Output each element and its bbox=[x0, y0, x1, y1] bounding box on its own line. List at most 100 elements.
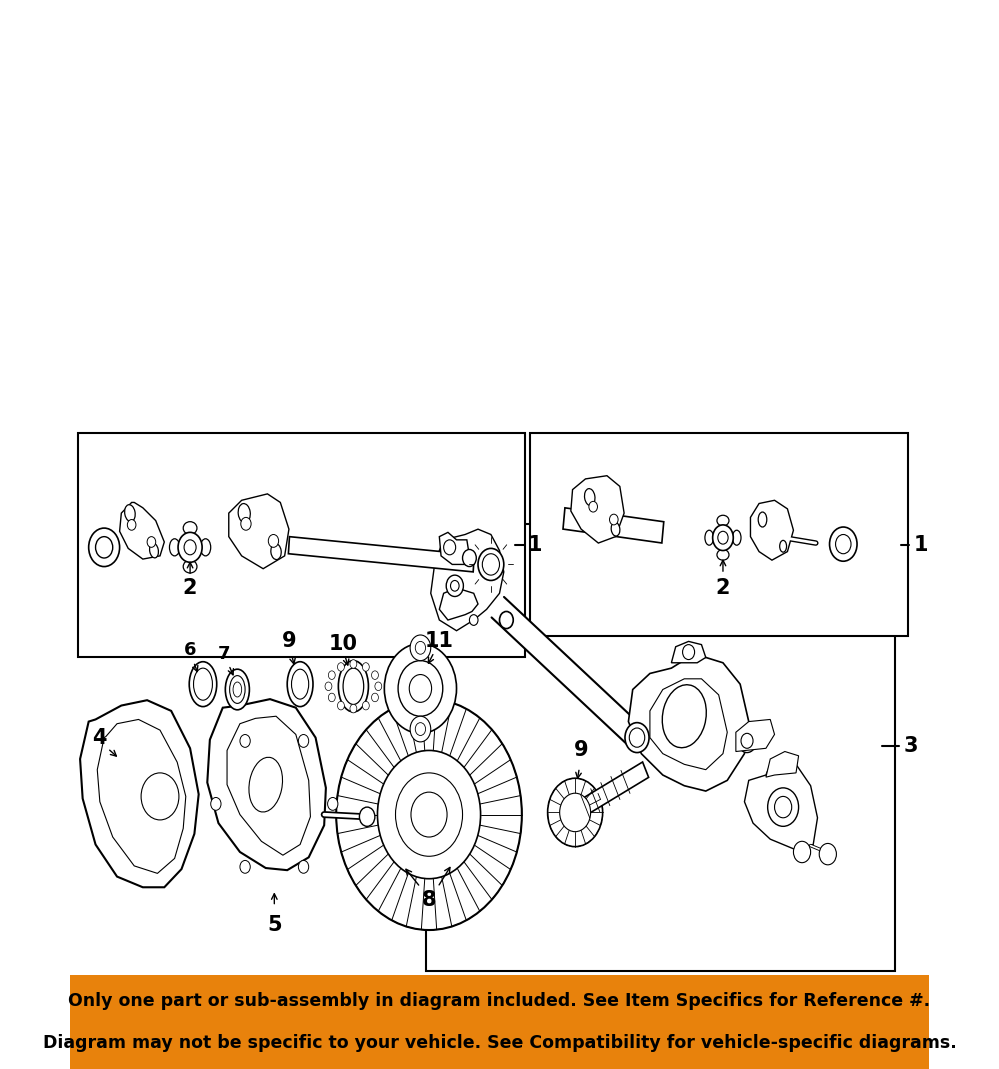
Circle shape bbox=[411, 635, 431, 661]
Circle shape bbox=[338, 701, 345, 710]
Circle shape bbox=[141, 773, 179, 820]
Circle shape bbox=[375, 682, 382, 691]
Circle shape bbox=[325, 682, 332, 691]
Polygon shape bbox=[492, 597, 643, 748]
Circle shape bbox=[398, 661, 443, 716]
Polygon shape bbox=[120, 502, 164, 559]
Text: 1: 1 bbox=[527, 536, 542, 555]
Circle shape bbox=[411, 716, 431, 742]
Circle shape bbox=[96, 537, 113, 558]
Ellipse shape bbox=[249, 757, 283, 812]
Circle shape bbox=[416, 723, 426, 735]
Ellipse shape bbox=[170, 539, 180, 556]
Ellipse shape bbox=[705, 530, 713, 545]
Ellipse shape bbox=[717, 549, 729, 560]
Ellipse shape bbox=[233, 682, 242, 697]
Circle shape bbox=[299, 734, 309, 747]
Polygon shape bbox=[431, 529, 503, 631]
Circle shape bbox=[240, 861, 251, 873]
Circle shape bbox=[328, 797, 338, 810]
Circle shape bbox=[463, 549, 477, 567]
Polygon shape bbox=[289, 537, 475, 572]
Text: Only one part or sub-assembly in diagram included. See Item Specifics for Refere: Only one part or sub-assembly in diagram… bbox=[69, 992, 930, 1010]
Polygon shape bbox=[207, 699, 326, 870]
Circle shape bbox=[350, 660, 357, 668]
Circle shape bbox=[329, 693, 336, 701]
Text: 7: 7 bbox=[218, 646, 231, 663]
Ellipse shape bbox=[183, 522, 197, 534]
Text: Diagram may not be specific to your vehicle. See Compatibility for vehicle-speci: Diagram may not be specific to your vehi… bbox=[43, 1034, 956, 1052]
Circle shape bbox=[559, 793, 590, 832]
Text: 1: 1 bbox=[914, 536, 928, 555]
Circle shape bbox=[338, 663, 345, 671]
Circle shape bbox=[372, 671, 379, 680]
Circle shape bbox=[184, 540, 196, 555]
Text: 2: 2 bbox=[183, 578, 198, 598]
Polygon shape bbox=[570, 476, 624, 543]
Circle shape bbox=[363, 701, 370, 710]
Polygon shape bbox=[227, 716, 311, 855]
Circle shape bbox=[774, 796, 792, 818]
Circle shape bbox=[378, 750, 481, 879]
Ellipse shape bbox=[292, 669, 309, 699]
Text: 3: 3 bbox=[903, 737, 918, 756]
Circle shape bbox=[396, 773, 463, 856]
Circle shape bbox=[447, 575, 464, 597]
Circle shape bbox=[712, 525, 733, 551]
Polygon shape bbox=[97, 719, 186, 873]
Circle shape bbox=[410, 675, 432, 702]
Circle shape bbox=[444, 540, 456, 555]
Circle shape bbox=[363, 663, 370, 671]
Circle shape bbox=[241, 517, 251, 530]
Circle shape bbox=[350, 704, 357, 713]
Ellipse shape bbox=[271, 544, 282, 559]
Ellipse shape bbox=[625, 723, 649, 753]
Circle shape bbox=[829, 527, 857, 561]
Ellipse shape bbox=[194, 668, 213, 700]
Circle shape bbox=[682, 645, 694, 660]
Circle shape bbox=[329, 671, 336, 680]
Text: 5: 5 bbox=[267, 915, 282, 934]
Circle shape bbox=[372, 693, 379, 701]
Polygon shape bbox=[766, 752, 798, 777]
Circle shape bbox=[451, 580, 460, 591]
Circle shape bbox=[269, 534, 279, 547]
Ellipse shape bbox=[150, 543, 159, 558]
Polygon shape bbox=[80, 700, 199, 887]
Text: 9: 9 bbox=[282, 632, 297, 651]
Text: 8: 8 bbox=[422, 890, 437, 910]
Ellipse shape bbox=[287, 662, 313, 707]
Ellipse shape bbox=[125, 505, 135, 522]
Ellipse shape bbox=[189, 662, 217, 707]
Ellipse shape bbox=[717, 515, 729, 526]
Bar bbox=[427, 524, 895, 971]
Ellipse shape bbox=[483, 554, 500, 575]
Ellipse shape bbox=[611, 523, 620, 536]
Circle shape bbox=[411, 792, 448, 837]
Ellipse shape bbox=[339, 661, 369, 712]
Polygon shape bbox=[229, 494, 289, 569]
Text: 4: 4 bbox=[93, 728, 107, 747]
Polygon shape bbox=[572, 762, 648, 820]
Ellipse shape bbox=[779, 541, 786, 552]
Polygon shape bbox=[736, 719, 774, 752]
Circle shape bbox=[337, 699, 521, 930]
Polygon shape bbox=[750, 500, 793, 560]
Polygon shape bbox=[628, 657, 748, 791]
Circle shape bbox=[385, 644, 457, 733]
Circle shape bbox=[240, 734, 251, 747]
Ellipse shape bbox=[360, 807, 375, 826]
Circle shape bbox=[547, 778, 602, 847]
Ellipse shape bbox=[183, 560, 197, 573]
Ellipse shape bbox=[478, 548, 503, 580]
Circle shape bbox=[127, 520, 136, 530]
Ellipse shape bbox=[758, 512, 767, 527]
Ellipse shape bbox=[662, 685, 706, 747]
Bar bbox=[78, 433, 525, 657]
Polygon shape bbox=[650, 679, 727, 770]
Circle shape bbox=[211, 797, 221, 810]
Circle shape bbox=[718, 531, 728, 544]
Ellipse shape bbox=[226, 669, 250, 710]
Circle shape bbox=[89, 528, 120, 567]
Polygon shape bbox=[744, 759, 817, 850]
